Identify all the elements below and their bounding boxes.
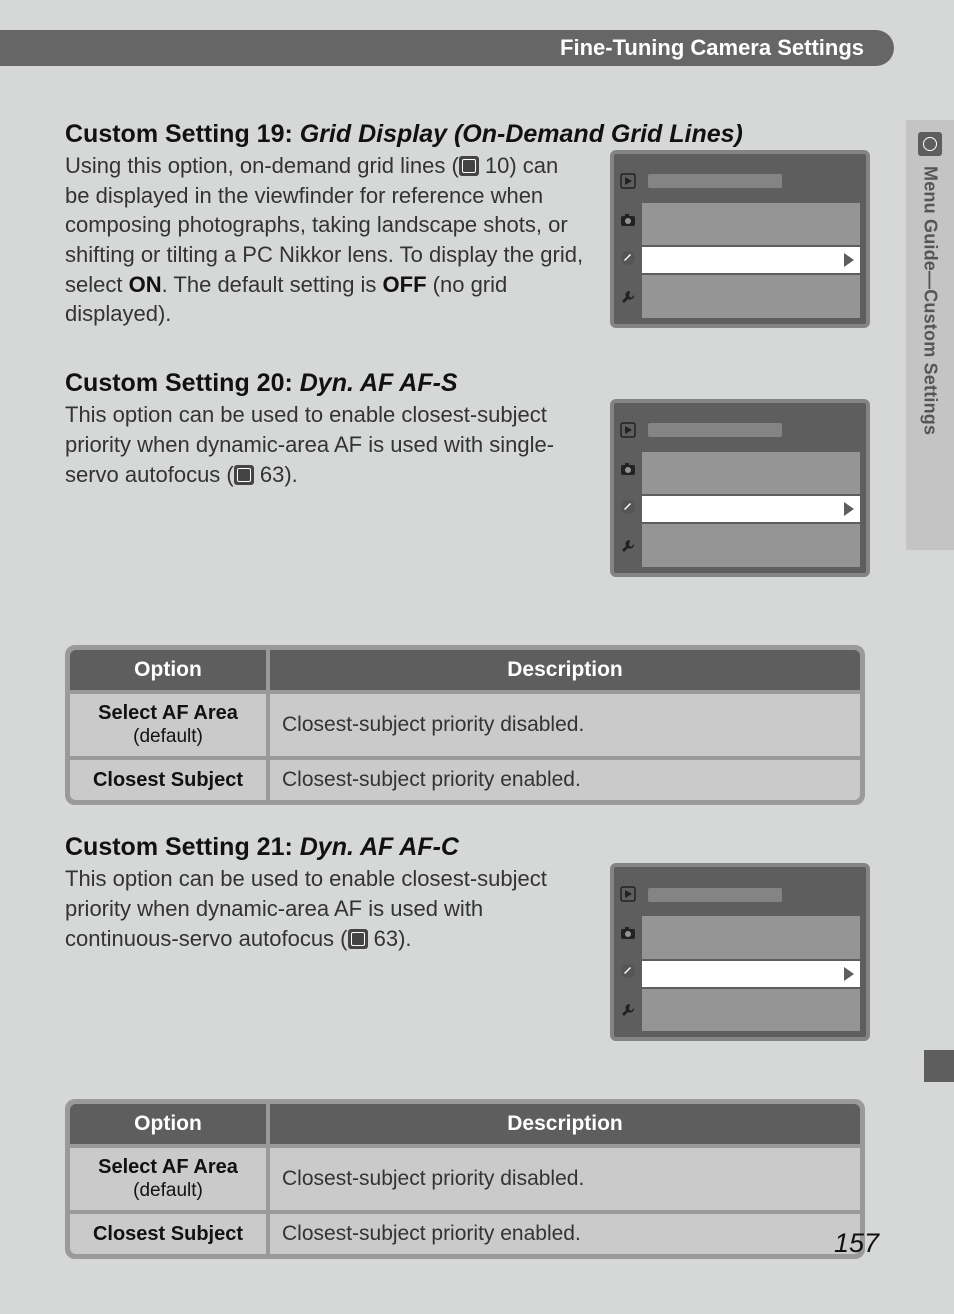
play-icon bbox=[619, 885, 637, 903]
heading-em: Dyn. AF AF-C bbox=[300, 833, 459, 861]
camera-icon bbox=[619, 924, 637, 942]
lcd-icon-strip bbox=[614, 160, 642, 318]
lcd-icon-strip bbox=[614, 873, 642, 1031]
play-icon bbox=[619, 421, 637, 439]
thumb-index-mark bbox=[924, 1050, 954, 1082]
heading-19: Custom Setting 19: Grid Display (On-Dema… bbox=[65, 120, 865, 149]
lcd-rows bbox=[642, 409, 860, 567]
heading-pre: Custom Setting 21: bbox=[65, 833, 300, 861]
side-tab: Menu Guide—Custom Settings bbox=[906, 120, 954, 550]
lcd-preview-21 bbox=[610, 863, 870, 1041]
table-row: Closest Subject Closest-subject priority… bbox=[68, 758, 862, 802]
heading-pre: Custom Setting 19: bbox=[65, 120, 300, 148]
th-description: Description bbox=[268, 648, 862, 692]
page-number: 157 bbox=[834, 1228, 879, 1259]
body-20: This option can be used to enable closes… bbox=[65, 400, 585, 489]
lcd-rows bbox=[642, 160, 860, 318]
heading-20: Custom Setting 20: Dyn. AF AF-S bbox=[65, 369, 865, 398]
lcd-rows bbox=[642, 873, 860, 1031]
wrench-icon bbox=[619, 537, 637, 555]
page-ref-icon bbox=[348, 929, 368, 949]
wrench-icon bbox=[619, 288, 637, 306]
table-row: Select AF Area(default) Closest-subject … bbox=[68, 1146, 862, 1212]
heading-em: Grid Display (On-Demand Grid Lines) bbox=[300, 120, 743, 148]
options-table-20: Option Description Select AF Area(defaul… bbox=[65, 645, 865, 805]
section-20: Custom Setting 20: Dyn. AF AF-S This opt… bbox=[65, 369, 865, 805]
th-option: Option bbox=[68, 648, 268, 692]
camera-icon bbox=[619, 211, 637, 229]
section-19: Custom Setting 19: Grid Display (On-Dema… bbox=[65, 120, 865, 329]
page-content: Custom Setting 19: Grid Display (On-Dema… bbox=[65, 120, 865, 1287]
wrench-icon bbox=[619, 1001, 637, 1019]
lcd-preview-20 bbox=[610, 399, 870, 577]
chapter-header: Fine-Tuning Camera Settings bbox=[0, 30, 894, 66]
section-21: Custom Setting 21: Dyn. AF AF-C This opt… bbox=[65, 833, 865, 1259]
lcd-preview-19 bbox=[610, 150, 870, 328]
options-table-21: Option Description Select AF Area(defaul… bbox=[65, 1099, 865, 1259]
heading-em: Dyn. AF AF-S bbox=[300, 369, 458, 397]
chapter-title: Fine-Tuning Camera Settings bbox=[560, 35, 864, 61]
camera-icon bbox=[619, 460, 637, 478]
pencil-icon bbox=[619, 249, 637, 267]
pencil-icon bbox=[619, 962, 637, 980]
side-tab-label: Menu Guide—Custom Settings bbox=[920, 166, 941, 435]
page-ref-icon bbox=[234, 465, 254, 485]
play-icon bbox=[619, 172, 637, 190]
body-19: Using this option, on-demand grid lines … bbox=[65, 151, 585, 329]
th-description: Description bbox=[268, 1102, 862, 1146]
table-row: Select AF Area(default) Closest-subject … bbox=[68, 692, 862, 758]
heading-21: Custom Setting 21: Dyn. AF AF-C bbox=[65, 833, 865, 862]
body-21: This option can be used to enable closes… bbox=[65, 864, 585, 953]
th-option: Option bbox=[68, 1102, 268, 1146]
heading-pre: Custom Setting 20: bbox=[65, 369, 300, 397]
page-ref-icon bbox=[459, 156, 479, 176]
pencil-icon bbox=[619, 498, 637, 516]
lcd-icon-strip bbox=[614, 409, 642, 567]
pencil-icon bbox=[918, 132, 942, 156]
table-row: Closest Subject Closest-subject priority… bbox=[68, 1212, 862, 1256]
